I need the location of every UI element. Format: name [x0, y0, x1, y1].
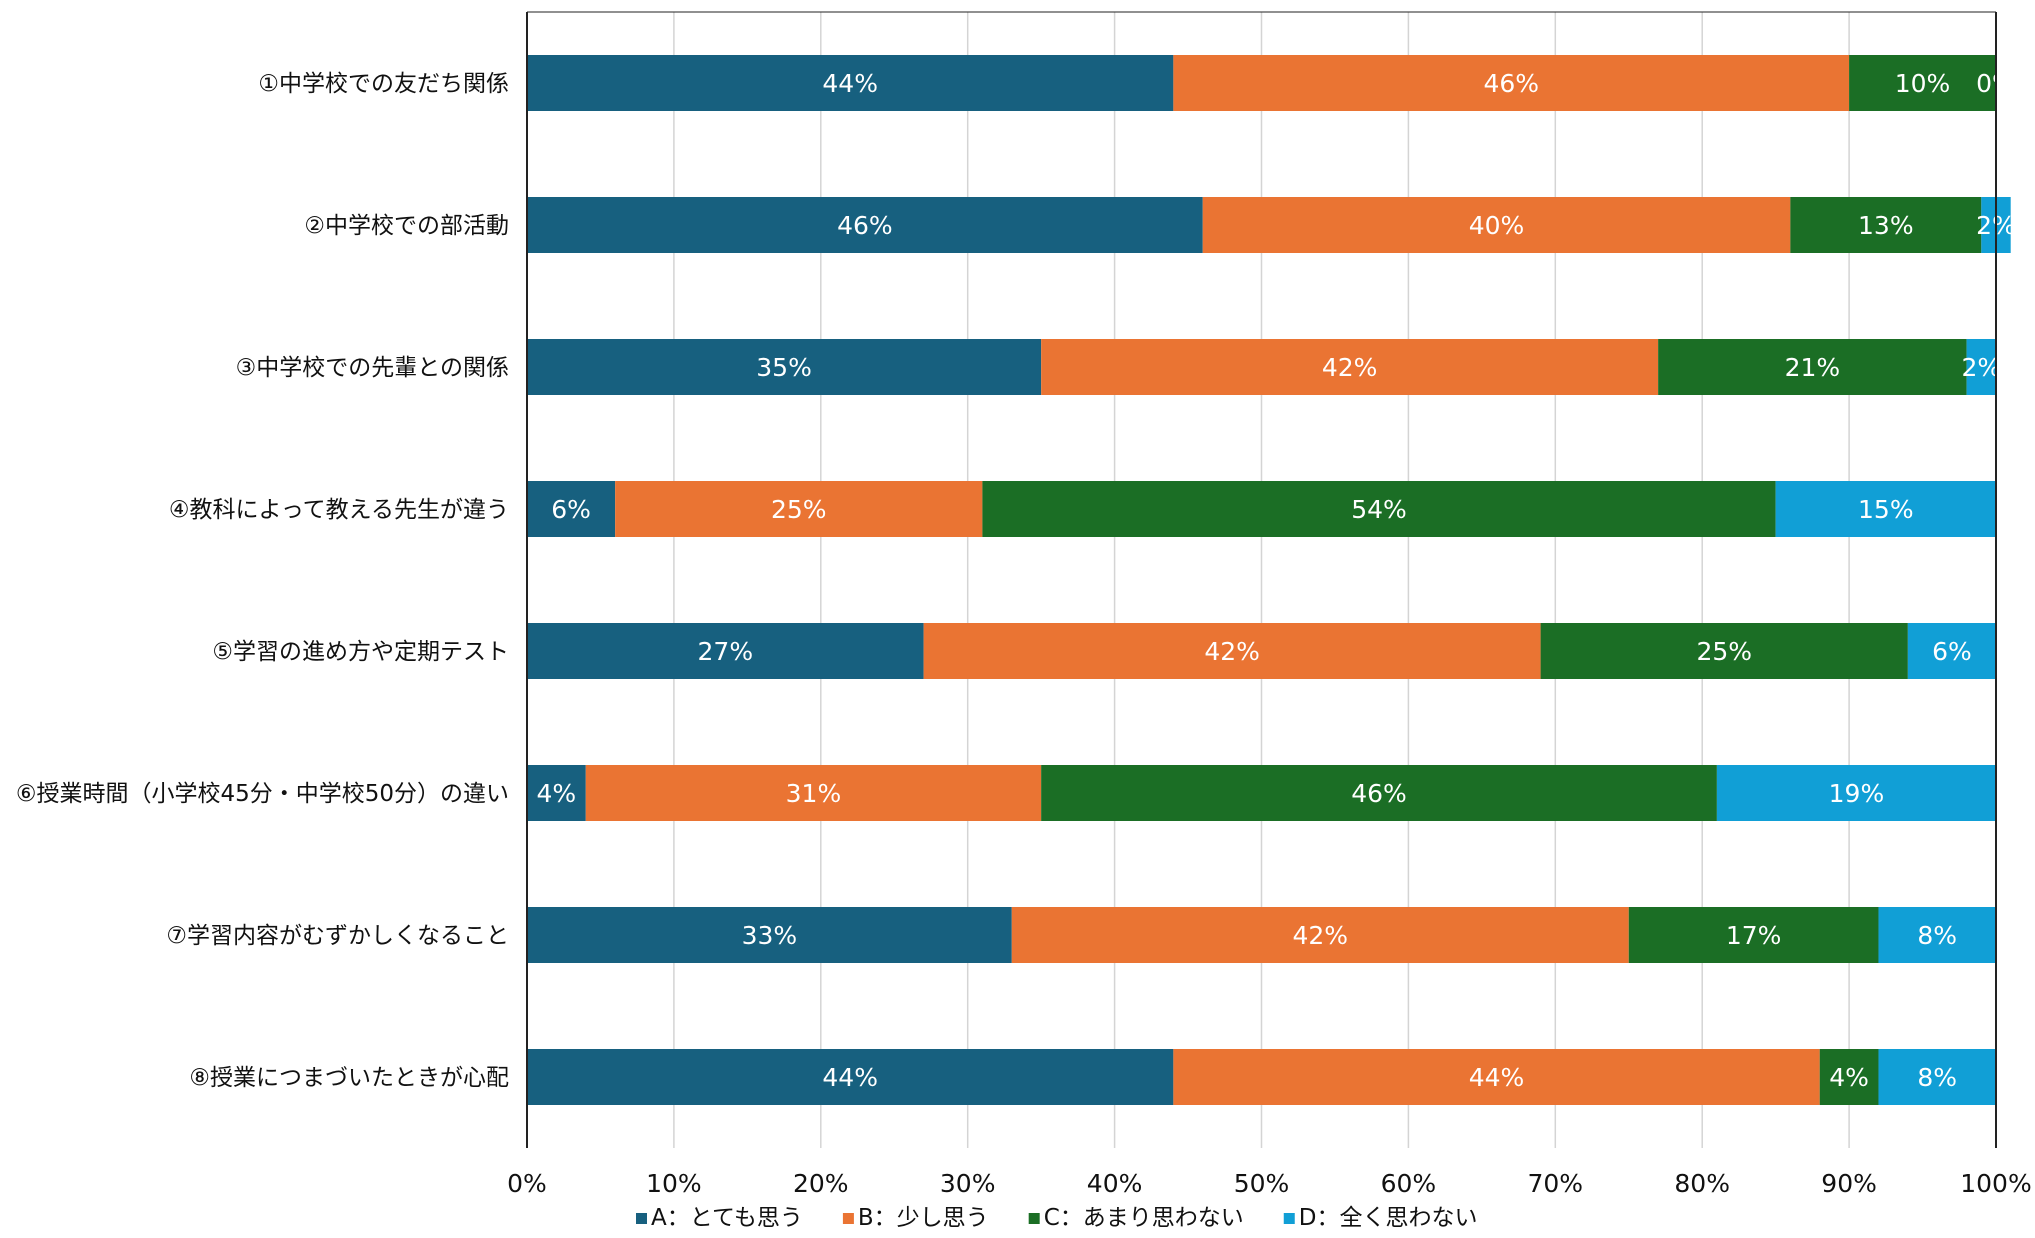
bar-segment — [1849, 55, 1996, 111]
bar-value-label: 54% — [1351, 495, 1407, 524]
category-label: ③中学校での先輩との関係 — [236, 355, 509, 381]
bar-segment — [615, 481, 983, 537]
x-tick-labels: 0% 10% 20% 30% 40% 50% 60% 70% 80% 90% 100% — [507, 1169, 2032, 1198]
x-tick-label: 50% — [1234, 1169, 1290, 1198]
category-labels: ①中学校での友だち関係 ②中学校での部活動 ③中学校での先輩との関係 ④教科によって教… — [16, 71, 509, 1091]
legend-label: A：とても思う — [651, 1205, 803, 1231]
bar-segment — [527, 765, 586, 821]
bar-value-label: 46% — [1483, 69, 1539, 98]
x-tick-label: 60% — [1381, 1169, 1437, 1198]
category-label: ⑤学習の進め方や定期テスト — [212, 639, 509, 665]
category-label: ⑧授業につまづいたときが心配 — [189, 1065, 509, 1091]
x-tick-label: 80% — [1674, 1169, 1730, 1198]
bar-segment — [527, 55, 1174, 111]
bar-segment — [1775, 481, 1996, 537]
x-tick-label: 40% — [1087, 1169, 1143, 1198]
category-label: ①中学校での友だち関係 — [258, 71, 509, 97]
legend-swatch — [842, 1213, 854, 1224]
bar-value-label: 8% — [1917, 1063, 1957, 1092]
bar-value-label: 10% — [1895, 69, 1951, 98]
bar-value-label: 44% — [822, 69, 878, 98]
bar-value-label: 44% — [822, 1063, 878, 1092]
bar-segment — [1716, 765, 1996, 821]
bar-value-label: 31% — [786, 779, 842, 808]
bar-value-label: 42% — [1204, 637, 1260, 666]
x-tick-label: 90% — [1821, 1169, 1877, 1198]
bar-value-label: 33% — [742, 921, 798, 950]
bar-segment — [1819, 1049, 1879, 1105]
bar-segment — [527, 623, 924, 679]
bar-value-label: 4% — [537, 779, 577, 808]
bar-value-label: 42% — [1292, 921, 1348, 950]
bar-segment — [1173, 55, 1850, 111]
bar-segment — [1173, 1049, 1820, 1105]
bar-value-label: 44% — [1469, 1063, 1525, 1092]
bar-segment — [1907, 623, 1996, 679]
legend-swatch — [1283, 1213, 1295, 1224]
bar-segment — [1540, 623, 1908, 679]
x-tick-label: 10% — [646, 1169, 702, 1198]
category-label: ④教科によって教える先生が違う — [169, 497, 509, 523]
bar-value-label: 35% — [756, 353, 812, 382]
bar-value-label: 2% — [1961, 353, 2001, 382]
legend-swatch — [1028, 1213, 1040, 1224]
legend-swatch — [636, 1213, 647, 1224]
bar-value-label: 13% — [1858, 211, 1914, 240]
legend-label: B：少し思う — [858, 1205, 989, 1231]
bar-segment — [1041, 765, 1717, 821]
legend: A：とても思う B：少し思う C：あまり思わない D：全く思わない — [636, 1205, 1477, 1231]
x-tick-label: 20% — [793, 1169, 849, 1198]
bar-segment — [527, 197, 1203, 253]
bar-value-label: 25% — [1696, 637, 1752, 666]
bar-segment — [1628, 907, 1879, 963]
bar-value-label: 42% — [1322, 353, 1378, 382]
bar-value-label: 19% — [1829, 779, 1885, 808]
bar-segment — [1202, 197, 1791, 253]
bar-segment — [1041, 339, 1659, 395]
legend-label: D：全く思わない — [1299, 1205, 1478, 1231]
axes — [526, 11, 1997, 1148]
bar-segment — [1790, 197, 1982, 253]
x-tick-label: 70% — [1528, 1169, 1584, 1198]
bar-value-label: 21% — [1785, 353, 1841, 382]
category-label: ⑦学習内容がむずかしくなること — [166, 923, 509, 949]
bar-value-label: 27% — [698, 637, 754, 666]
x-tick-label: 100% — [1960, 1169, 2031, 1198]
bar-segment — [527, 907, 1012, 963]
category-label: ⑥授業時間（小学校45分・中学校50分）の違い — [16, 781, 509, 807]
gridlines — [526, 12, 1997, 1148]
legend-label: C：あまり思わない — [1044, 1205, 1244, 1231]
category-label: ②中学校での部活動 — [304, 213, 509, 239]
bar-segment — [1878, 907, 1996, 963]
bar-segment — [1966, 339, 1996, 395]
bars: 44% 46% 10% 0%46% 40% 13% 2%35% 42% 21% 2%6% 25% 54… — [527, 55, 2016, 1105]
bar-value-label: 8% — [1917, 921, 1957, 950]
bar-segment — [527, 339, 1042, 395]
bar-segment — [527, 1049, 1174, 1105]
bar-value-label: 25% — [771, 495, 827, 524]
bar-value-label: 6% — [551, 495, 591, 524]
bar-segment — [585, 765, 1042, 821]
bar-value-label: 15% — [1858, 495, 1914, 524]
bar-value-label: 4% — [1829, 1063, 1869, 1092]
bar-segment — [527, 481, 616, 537]
bar-value-label: 17% — [1726, 921, 1782, 950]
bar-value-label: 40% — [1469, 211, 1525, 240]
bar-value-label: 46% — [1351, 779, 1407, 808]
bar-value-label: 46% — [837, 211, 893, 240]
x-tick-label: 0% — [507, 1169, 547, 1198]
bar-segment — [1011, 907, 1629, 963]
bar-segment — [1658, 339, 1967, 395]
x-tick-label: 30% — [940, 1169, 996, 1198]
bar-segment — [1878, 1049, 1996, 1105]
bar-value-label: 6% — [1932, 637, 1972, 666]
bar-segment — [982, 481, 1776, 537]
bar-segment — [923, 623, 1541, 679]
